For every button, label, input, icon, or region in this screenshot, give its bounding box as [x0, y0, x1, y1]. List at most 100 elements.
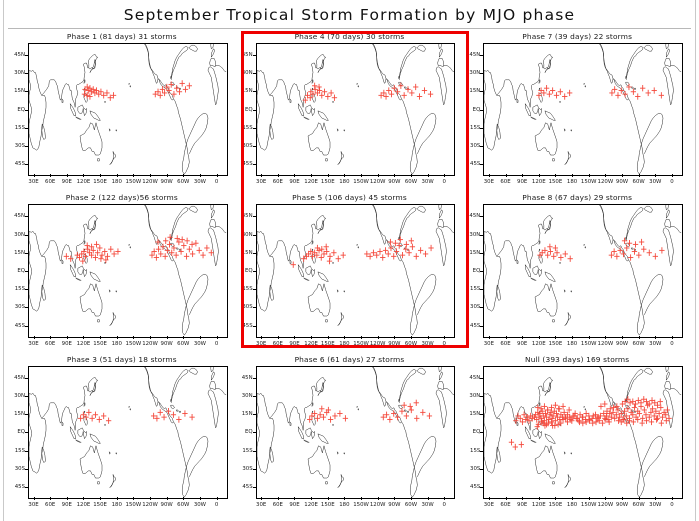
x-tick-label: 30W: [421, 179, 434, 186]
y-tick-label: 45S: [242, 161, 253, 168]
y-tick-mark: [252, 395, 256, 397]
x-tick-mark: [277, 496, 279, 500]
x-tick-mark: [133, 335, 135, 339]
y-tick-label: 15S: [242, 286, 253, 293]
y-tick-mark: [252, 450, 256, 452]
x-tick-mark: [671, 335, 673, 339]
y-tick-mark: [25, 289, 28, 291]
x-tick-mark: [488, 496, 490, 500]
x-tick-label: 180: [566, 179, 578, 186]
x-tick-mark: [361, 496, 363, 500]
y-tick-label: 30N: [241, 231, 253, 238]
x-tick-label: 150W: [125, 501, 142, 508]
y-tick-label: 45S: [470, 161, 481, 168]
y-tick-mark: [480, 216, 484, 218]
x-tick-mark: [538, 496, 540, 500]
y-tick-mark: [25, 164, 28, 166]
x-tick-label: 90E: [61, 340, 72, 347]
y-tick-label: 45N: [241, 213, 253, 220]
y-tick-mark: [480, 450, 484, 452]
panel-title-phase5: Phase 5 (106 days) 45 storms: [292, 193, 407, 203]
x-tick-mark: [183, 335, 185, 339]
x-tick-label: 120W: [142, 340, 158, 347]
y-tick-mark: [480, 289, 484, 291]
x-tick-label: 60W: [632, 340, 645, 347]
plot-area-phase4: [255, 43, 456, 177]
coastline-map: [257, 205, 455, 336]
x-tick-label: 120W: [597, 340, 614, 347]
y-tick-label: 30N: [14, 392, 25, 399]
y-tick-label: EQ: [17, 429, 25, 436]
y-tick-mark: [252, 289, 256, 291]
y-tick-label: 45N: [14, 52, 25, 59]
x-tick-mark: [605, 335, 607, 339]
y-tick-label: 15S: [242, 447, 253, 454]
y-tick-label: 15S: [242, 124, 253, 131]
y-tick-label: 45S: [14, 161, 25, 168]
y-tick-mark: [252, 127, 256, 129]
plot-area-phase8: [483, 204, 683, 338]
x-axis-phase2: 30E 60E 90E 120E 150E 180 150W 120W 90W 60W 30W 0: [28, 335, 228, 351]
x-tick-label: 30E: [256, 501, 267, 508]
y-axis-phase2: 45N 30N 15N EQ 15S 30S 45S: [8, 204, 28, 337]
y-tick-mark: [480, 55, 484, 57]
x-tick-mark: [505, 496, 507, 500]
y-tick-mark: [480, 146, 484, 148]
coastline-map: [29, 205, 227, 336]
y-tick-mark: [252, 468, 256, 470]
y-axis-phase4: 45N 30N 15N EQ 15S 30S 45S: [236, 43, 256, 176]
x-tick-label: 0: [214, 340, 219, 347]
x-tick-mark: [488, 174, 490, 178]
x-tick-mark: [621, 496, 623, 500]
x-tick-label: 30E: [483, 501, 494, 508]
x-tick-label: 150W: [353, 501, 369, 508]
x-tick-label: 90W: [388, 179, 401, 186]
y-tick-label: 30N: [469, 231, 481, 238]
x-tick-label: 180: [339, 340, 350, 347]
x-tick-mark: [671, 496, 673, 500]
x-tick-label: 60W: [177, 340, 190, 347]
y-tick-mark: [480, 164, 484, 166]
y-tick-mark: [25, 432, 28, 434]
y-tick-mark: [480, 468, 484, 470]
x-tick-mark: [166, 174, 168, 178]
x-tick-mark: [183, 174, 185, 178]
x-tick-label: 60W: [177, 179, 190, 186]
x-tick-label: 150W: [580, 501, 597, 508]
x-tick-label: 150W: [580, 179, 597, 186]
x-tick-label: 60W: [404, 340, 418, 347]
y-tick-mark: [480, 270, 484, 272]
x-tick-mark: [638, 174, 640, 178]
panel-title-phase6: Phase 6 (61 days) 27 storms: [294, 354, 405, 364]
x-tick-label: 60W: [404, 501, 418, 508]
y-tick-mark: [480, 252, 484, 254]
x-tick-mark: [394, 174, 396, 178]
x-tick-label: 120E: [76, 501, 91, 508]
y-tick-label: 30S: [470, 304, 481, 311]
panel-title-phase3: Phase 3 (51 days) 18 storms: [66, 354, 177, 364]
x-tick-mark: [361, 174, 363, 178]
y-tick-mark: [252, 216, 256, 218]
y-tick-label: 45S: [14, 322, 25, 329]
y-tick-mark: [252, 325, 256, 327]
y-tick-label: 15N: [14, 88, 25, 95]
x-tick-label: 150E: [320, 179, 335, 186]
y-tick-mark: [25, 395, 28, 397]
x-tick-label: 30W: [649, 340, 662, 347]
x-tick-mark: [655, 174, 657, 178]
y-tick-label: 30N: [241, 70, 253, 77]
x-tick-label: 150E: [320, 340, 335, 347]
x-tick-label: 120E: [304, 179, 318, 186]
x-tick-mark: [150, 335, 151, 339]
x-axis-phase4: 30E 60E 90E 120E 150E 180 150W 120W 90W 60W 30W 0: [256, 174, 456, 189]
x-tick-label: 30W: [421, 340, 434, 347]
x-tick-label: 60E: [45, 179, 56, 186]
x-tick-mark: [294, 496, 296, 500]
y-tick-label: 30S: [470, 143, 481, 150]
x-tick-label: 60E: [500, 340, 511, 347]
y-tick-mark: [480, 486, 484, 488]
x-axis-phase5: 30E 60E 90E 120E 150E 180 150W 120W 90W 60W 30W 0: [256, 335, 456, 351]
panel-phase1: Phase 1 (81 days) 31 storms 45N 30N 15N EQ 15…: [8, 31, 236, 192]
x-tick-label: 90W: [160, 179, 173, 186]
x-tick-label: 120W: [369, 179, 386, 186]
